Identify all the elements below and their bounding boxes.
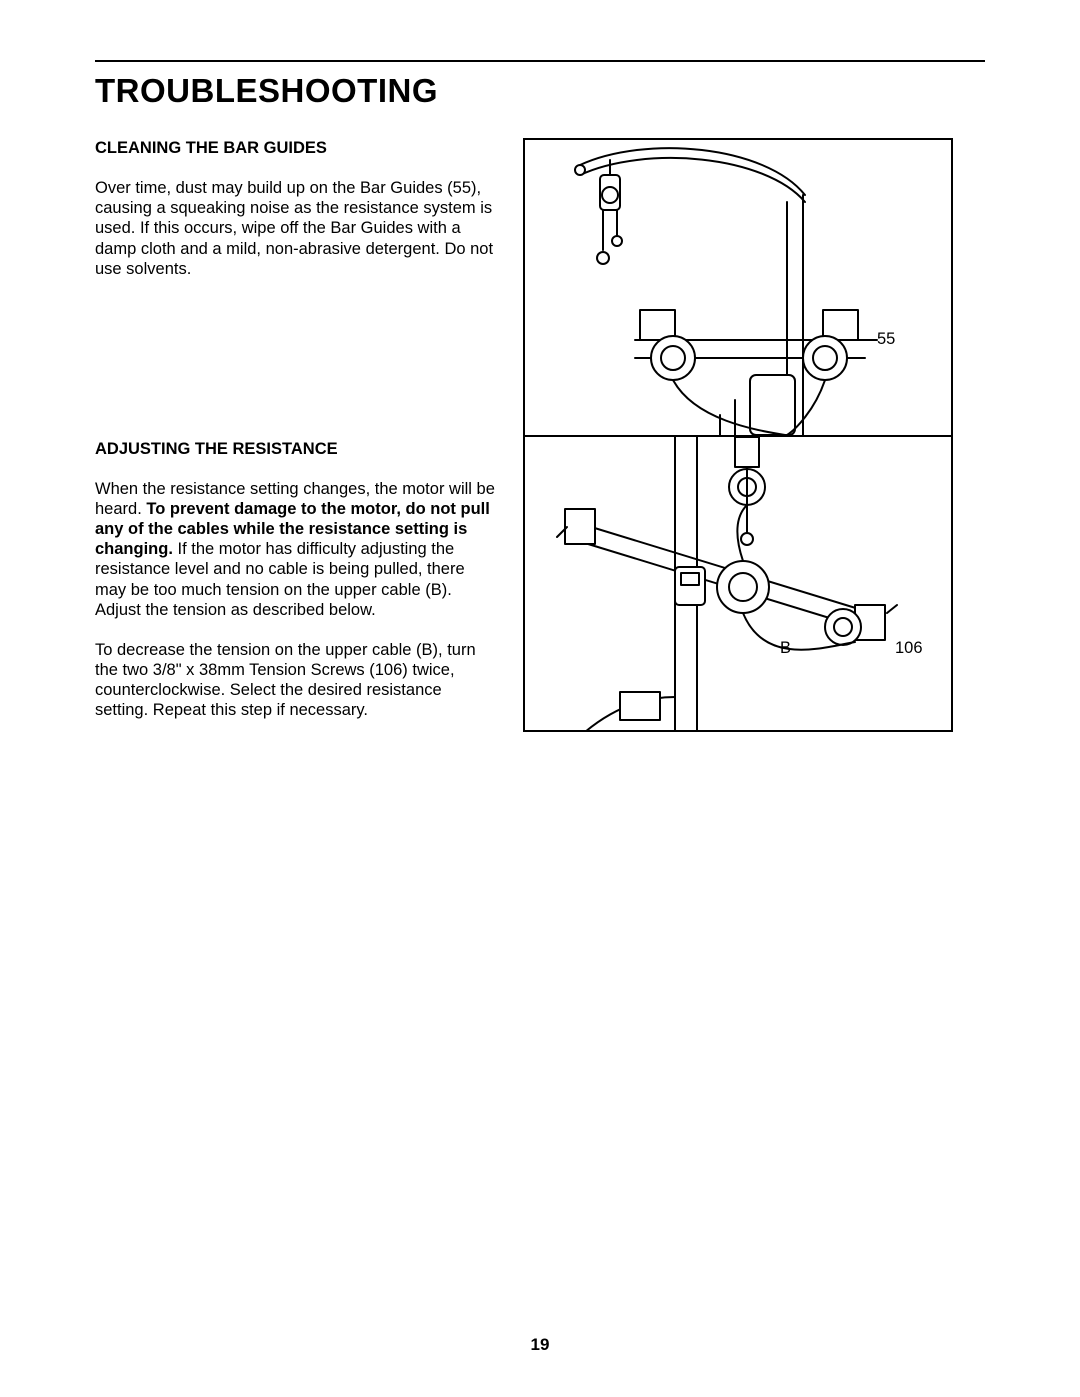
diagram-pane-top: 55 [525, 140, 951, 435]
cleaning-body: Over time, dust may build up on the Bar … [95, 178, 495, 279]
vertical-spacer [95, 299, 495, 439]
section-heading-adjusting: ADJUSTING THE RESISTANCE [95, 439, 495, 459]
section-heading-cleaning: CLEANING THE BAR GUIDES [95, 138, 495, 158]
diagram-bottom-svg [525, 437, 951, 732]
diagram-pane-bottom: B 106 [525, 435, 951, 730]
diagram-label-106: 106 [895, 639, 923, 658]
diagram-label-B: B [780, 639, 791, 658]
left-column: CLEANING THE BAR GUIDES Over time, dust … [95, 138, 495, 740]
adjusting-p2: To decrease the tension on the upper cab… [95, 640, 495, 721]
diagram-label-55: 55 [877, 330, 895, 349]
page-number: 19 [0, 1335, 1080, 1355]
diagram-top-svg [525, 140, 951, 435]
page-title: TROUBLESHOOTING [95, 72, 985, 110]
content-row: CLEANING THE BAR GUIDES Over time, dust … [95, 138, 985, 740]
diagram-container: 55 [523, 138, 953, 732]
right-column: 55 [523, 138, 985, 740]
manual-page: TROUBLESHOOTING CLEANING THE BAR GUIDES … [0, 0, 1080, 1397]
adjusting-p1: When the resistance setting changes, the… [95, 479, 495, 620]
top-rule [95, 60, 985, 62]
